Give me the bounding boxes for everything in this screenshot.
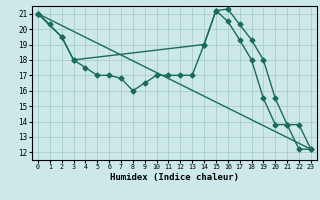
X-axis label: Humidex (Indice chaleur): Humidex (Indice chaleur) bbox=[110, 173, 239, 182]
